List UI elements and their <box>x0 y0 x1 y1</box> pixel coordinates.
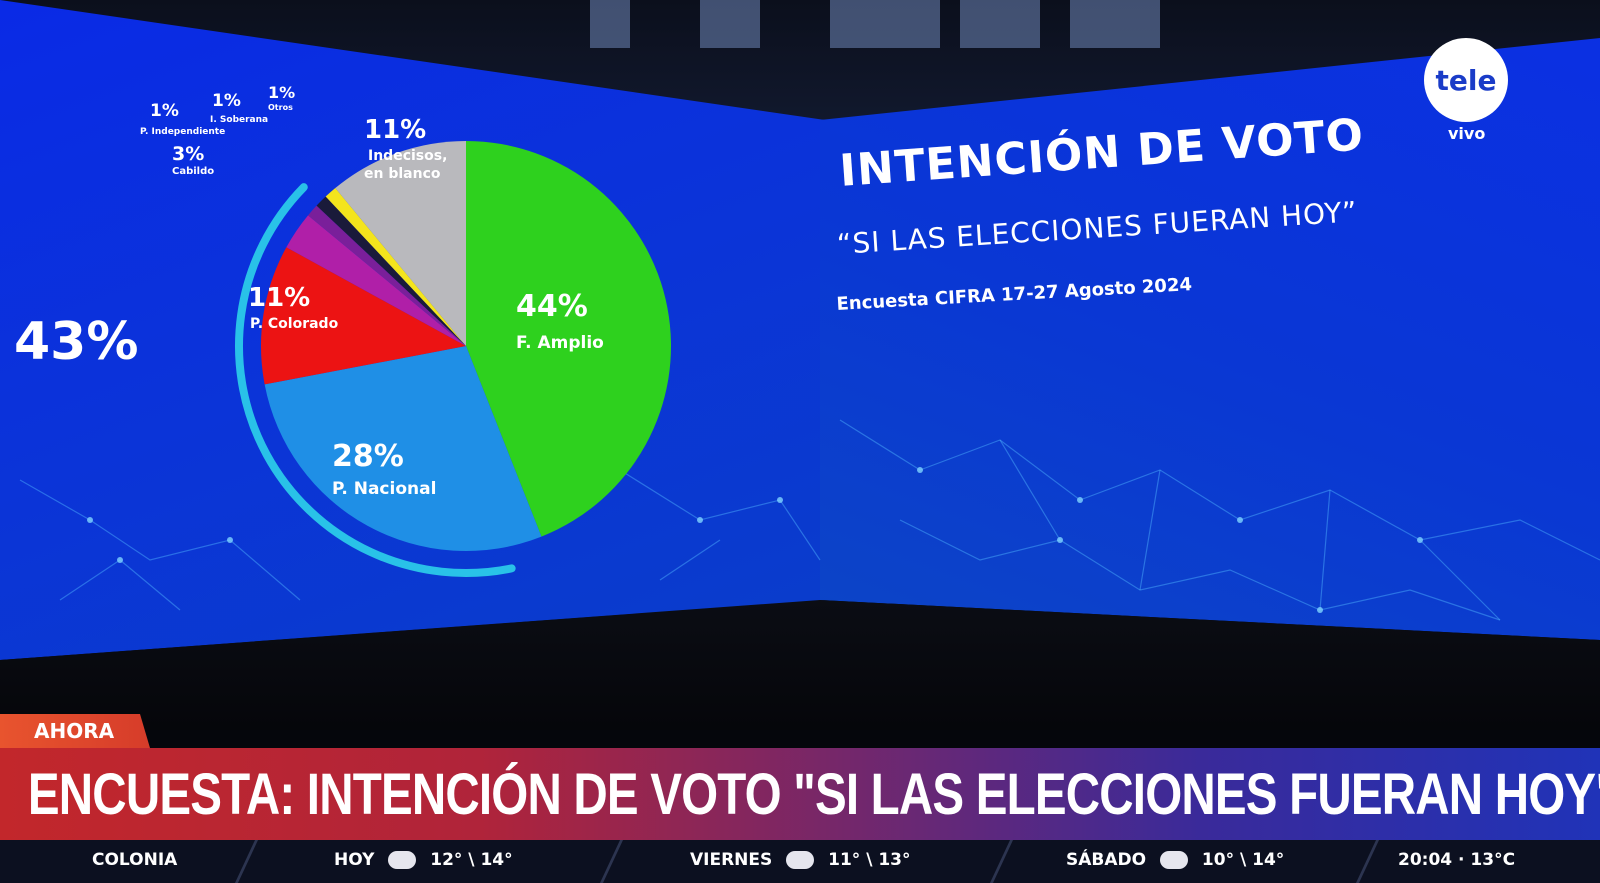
pie-slice-indecisos-en-blanco <box>335 141 466 346</box>
ahora-tag: AHORA <box>0 714 150 748</box>
pie-slice-p-colorado <box>260 247 466 385</box>
bracket-total-label: 43% <box>14 312 139 372</box>
slice-pct-p-colorado: 11% <box>248 283 310 313</box>
right-video-wall <box>820 38 1600 640</box>
slice-pct-f-amplio: 44% <box>516 289 588 324</box>
pie-slice-p-independiente <box>308 205 466 346</box>
ceiling-light <box>830 0 940 48</box>
slice-label-p-colorado: P. Colorado <box>250 316 339 332</box>
weather-separator <box>599 840 624 883</box>
weather-day-label: HOY <box>334 850 375 870</box>
news-ticker: ENCUESTA: INTENCIÓN DE VOTO "SI LAS ELEC… <box>0 748 1600 840</box>
slice-label-f-amplio: F. Amplio <box>516 333 604 353</box>
ceiling-light <box>700 0 760 48</box>
ahora-label: AHORA <box>34 719 115 743</box>
ticker-headline: ENCUESTA: INTENCIÓN DE VOTO "SI LAS ELEC… <box>27 761 1600 827</box>
slice-label-otros: Otros <box>268 103 293 112</box>
slice-label-cabildo: Cabildo <box>172 166 214 177</box>
slice-pct-p-nacional: 28% <box>332 439 404 474</box>
slice-pct-otros: 1% <box>268 83 295 102</box>
partly-cloudy-icon <box>388 851 417 869</box>
pie-slice-p-nacional <box>264 346 542 551</box>
ceiling-light <box>960 0 1040 48</box>
ceiling-light <box>1070 0 1160 48</box>
ceiling-light <box>590 0 630 48</box>
weather-now: 20:04 · 13°C <box>1398 850 1516 870</box>
logo-subtext: vivo <box>1448 124 1486 143</box>
cloud-icon <box>1160 851 1188 869</box>
bracket-arc <box>235 183 516 577</box>
pie-slice-i-soberana <box>316 196 466 346</box>
logo-text: tele <box>1435 63 1497 97</box>
weather-day-sabado: SÁBADO 10° \ 14° <box>1066 850 1284 870</box>
weather-day-label: SÁBADO <box>1066 850 1147 870</box>
pie-slice-f-amplio <box>466 141 671 537</box>
weather-day-viernes: VIERNES 11° \ 13° <box>690 850 911 870</box>
channel-logo: tele <box>1424 38 1508 122</box>
weather-temp: 12° \ 14° <box>430 850 513 870</box>
network-background <box>19 419 1600 621</box>
pie-slice-otros <box>325 188 466 346</box>
slice-label-indecisos-line2: en blanco <box>364 166 441 182</box>
slice-pct-i-soberana: 1% <box>212 91 241 111</box>
weather-separator <box>1355 840 1380 883</box>
weather-bar: COLONIA HOY 12° \ 14° VIERNES 11° \ 13° … <box>0 840 1600 883</box>
weather-day-label: VIERNES <box>690 850 773 870</box>
slice-pct-indecisos: 11% <box>364 115 426 145</box>
weather-location: COLONIA <box>92 850 178 870</box>
slice-label-p-independiente: P. Independiente <box>140 127 225 137</box>
slice-label-indecisos-line1: Indecisos, <box>368 148 447 164</box>
weather-day-hoy: HOY 12° \ 14° <box>334 850 513 870</box>
pie-slice-cabildo <box>286 215 466 346</box>
weather-separator <box>989 840 1014 883</box>
weather-temp: 11° \ 13° <box>828 850 911 870</box>
pie-chart: 44% F. Amplio 28% P. Nacional 11% P. Col… <box>140 83 671 577</box>
slice-label-i-soberana: I. Soberana <box>210 115 268 125</box>
pie-slices <box>260 141 671 551</box>
slice-pct-p-independiente: 1% <box>150 101 179 121</box>
slice-pct-cabildo: 3% <box>172 143 204 165</box>
weather-separator <box>234 840 259 883</box>
cloud-icon <box>786 851 815 869</box>
weather-temp: 10° \ 14° <box>1201 850 1285 870</box>
slice-label-p-nacional: P. Nacional <box>332 479 436 499</box>
